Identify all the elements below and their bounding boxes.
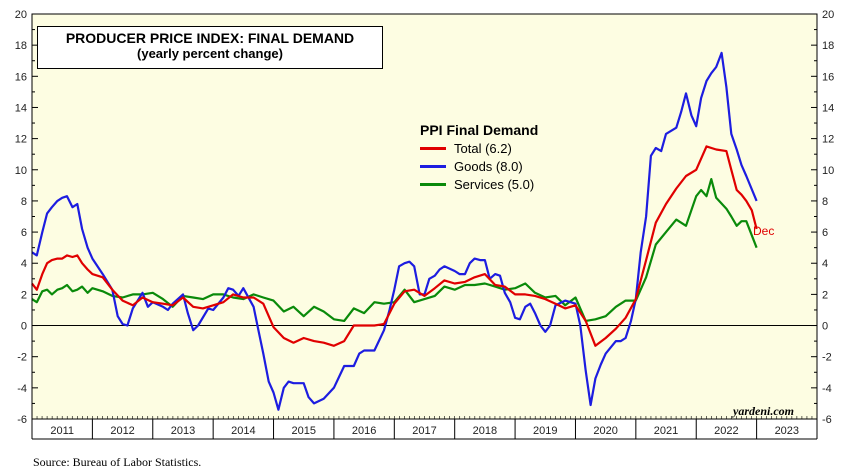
- x-tick-label: 2012: [110, 425, 134, 437]
- title-box: PRODUCER PRICE INDEX: FINAL DEMAND (year…: [37, 26, 383, 69]
- y-tick-label-right: -4: [822, 383, 832, 395]
- legend-item-total: Total (6.2): [420, 139, 538, 157]
- y-tick-label-right: 10: [822, 165, 834, 177]
- y-tick-label-left: 12: [15, 134, 27, 146]
- plot-frame: [31, 13, 818, 420]
- legend-title: PPI Final Demand: [420, 122, 539, 138]
- series-total-line: [31, 145, 758, 347]
- y-tick-label-left: 6: [21, 227, 27, 239]
- y-tick-label-left: 16: [15, 71, 27, 83]
- x-tick-label: 2014: [231, 425, 255, 437]
- y-tick-label-right: 8: [822, 196, 828, 208]
- y-tick-label-left: -6: [17, 414, 27, 426]
- y-tick-label-right: 4: [822, 258, 828, 270]
- plot-area: [32, 14, 817, 419]
- y-tick-label-right: 6: [822, 227, 828, 239]
- x-tick-label: 2022: [714, 425, 738, 437]
- y-axis-right: -6 -4 -2 0 2 4 6 8 10 12 14 16 18 20: [811, 9, 834, 426]
- chart-subtitle: (yearly percent change): [137, 46, 283, 61]
- y-tick-label-right: -2: [822, 352, 832, 364]
- x-tick-label: 2013: [171, 425, 195, 437]
- legend-item-services: Services (5.0): [420, 175, 538, 193]
- series-goods-line: [31, 51, 758, 411]
- y-tick-label-left: 0: [21, 321, 27, 333]
- y-tick-label-right: 20: [822, 9, 834, 21]
- chart-title: PRODUCER PRICE INDEX: FINAL DEMAND: [65, 30, 355, 46]
- source-note: Source: Bureau of Labor Statistics.: [33, 455, 202, 469]
- y-tick-label-right: 14: [822, 102, 834, 114]
- y-tick-label-right: -6: [822, 414, 832, 426]
- x-tick-label: 2015: [291, 425, 315, 437]
- y-tick-label-left: 18: [15, 40, 27, 52]
- y-tick-label-left: -4: [17, 383, 27, 395]
- y-tick-label-left: 14: [15, 102, 27, 114]
- y-tick-label-right: 12: [822, 134, 834, 146]
- x-tick-label: 2019: [533, 425, 557, 437]
- y-tick-label-left: 4: [21, 258, 27, 270]
- x-tick-label: 2011: [50, 425, 74, 437]
- legend-label-total: Total (6.2): [454, 140, 512, 156]
- legend-label-goods: Goods (8.0): [454, 158, 523, 174]
- y-tick-label-left: -2: [17, 352, 27, 364]
- y-tick-label-right: 16: [822, 71, 834, 83]
- legend-item-goods: Goods (8.0): [420, 157, 538, 175]
- legend-label-services: Services (5.0): [454, 176, 535, 192]
- series-layer: [31, 51, 758, 411]
- x-tick-label: 2023: [775, 425, 799, 437]
- x-tick-label: 2020: [593, 425, 617, 437]
- legend: PPI Final Demand Total (6.2) Goods (8.0)…: [420, 122, 538, 193]
- y-tick-label-left: 2: [21, 289, 27, 301]
- x-tick-label: 2021: [654, 425, 678, 437]
- watermark: yardeni.com: [733, 404, 794, 418]
- y-tick-label-right: 18: [822, 40, 834, 52]
- legend-swatch-goods: [420, 164, 446, 168]
- y-tick-label-left: 10: [15, 165, 27, 177]
- y-tick-label-right: 2: [822, 289, 828, 301]
- y-axis-left: -6 -4 -2 0 2 4 6 8 10 12 14 16 18 20: [15, 9, 38, 426]
- y-tick-label-right: 0: [822, 321, 828, 333]
- legend-swatch-total: [420, 146, 446, 150]
- x-tick-label: 2016: [352, 425, 376, 437]
- y-tick-label-left: 8: [21, 196, 27, 208]
- x-tick-label: 2017: [412, 425, 436, 437]
- end-label: Dec: [753, 224, 775, 238]
- series-services-line: [31, 178, 758, 322]
- y-tick-label-left: 20: [15, 9, 27, 21]
- x-tick-label: 2018: [473, 425, 497, 437]
- legend-swatch-services: [420, 182, 446, 186]
